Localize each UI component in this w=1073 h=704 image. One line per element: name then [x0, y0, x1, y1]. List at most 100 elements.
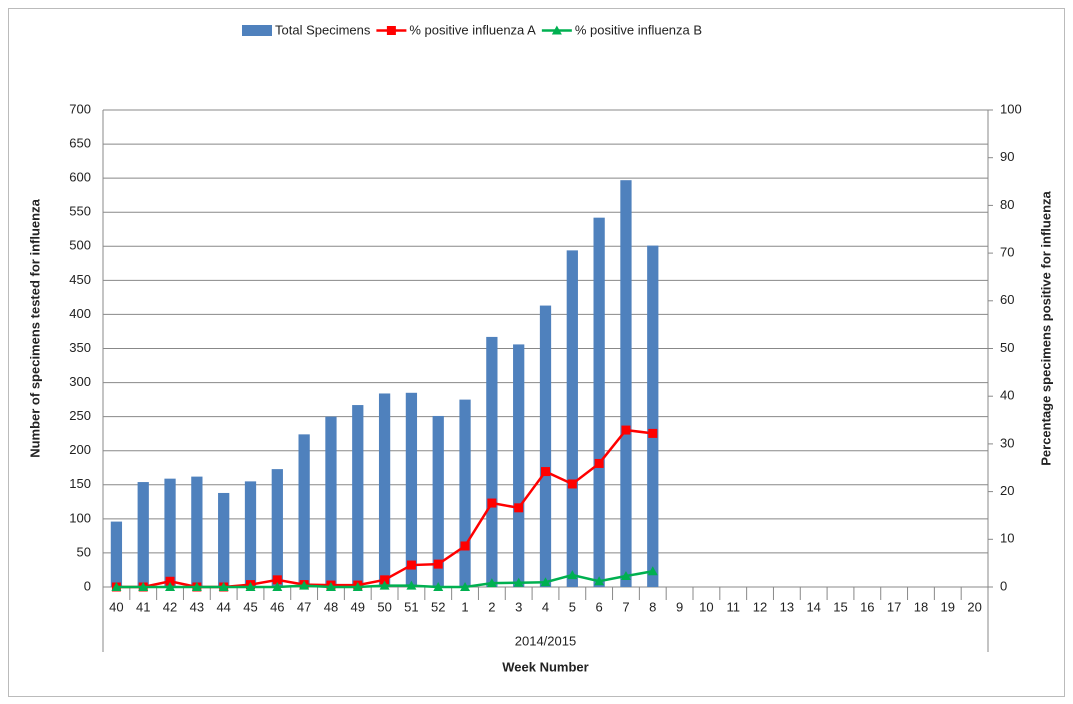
x-tick-label: 13 [780, 599, 794, 614]
legend-marker [386, 26, 396, 35]
bar [352, 405, 364, 587]
marker [406, 580, 417, 590]
marker [272, 575, 282, 585]
x-tick-label: 11 [726, 599, 740, 614]
x-tick-label: 3 [515, 599, 522, 614]
marker [325, 582, 336, 591]
bar [164, 478, 176, 587]
bar [620, 180, 632, 588]
y2-tick-label: 70 [1000, 245, 1014, 260]
x-tick-label: 4 [542, 599, 549, 614]
marker [299, 580, 310, 590]
x-tick-label: 15 [833, 599, 847, 614]
y2-tick-label: 0 [1000, 578, 1007, 593]
y-tick-label: 500 [69, 238, 91, 253]
y-tick-label: 700 [69, 101, 91, 116]
y-tick-label: 550 [69, 204, 91, 219]
bar [110, 521, 123, 587]
bar [325, 416, 337, 587]
x-tick-label: 5 [569, 599, 576, 614]
x-tick-label: 14 [806, 599, 820, 614]
bar [298, 434, 310, 587]
x-tick-label: 48 [324, 599, 338, 614]
y2-tick-label: 10 [1000, 531, 1014, 546]
marker [380, 575, 390, 585]
bar [271, 469, 283, 587]
bar [218, 492, 230, 587]
x-tick-label: 40 [109, 599, 123, 614]
marker [379, 580, 390, 590]
x-tick-label: 43 [190, 599, 204, 614]
x-tick-label: 42 [163, 599, 177, 614]
x-tick-label: 47 [297, 599, 311, 614]
y-tick-label: 650 [69, 136, 91, 151]
marker [620, 571, 631, 581]
bar [244, 481, 257, 587]
x-tick-label: 17 [887, 599, 901, 614]
bar [647, 245, 659, 587]
y2-tick-label: 20 [1000, 483, 1014, 498]
chart-border [8, 8, 1065, 697]
marker [594, 458, 604, 468]
y-tick-label: 0 [84, 578, 91, 593]
x-tick-label: 9 [676, 599, 683, 614]
marker [594, 576, 605, 586]
marker [406, 560, 416, 570]
legend-label: % positive influenza A [409, 22, 536, 37]
y-tick-label: 200 [69, 442, 91, 457]
marker [460, 541, 470, 551]
bar [137, 482, 149, 587]
marker [352, 582, 363, 591]
x-tick-label: 12 [753, 599, 767, 614]
bar [405, 392, 418, 587]
x-tick-label: 6 [596, 599, 603, 614]
x-tick-label: 41 [136, 599, 150, 614]
y2-tick-label: 30 [1000, 435, 1014, 450]
marker [433, 582, 444, 591]
bar [378, 393, 391, 587]
x-tick-label: 51 [404, 599, 418, 614]
y-tick-label: 50 [77, 544, 91, 559]
marker [433, 559, 443, 569]
marker [567, 570, 578, 580]
x-tick-label: 18 [914, 599, 928, 614]
x-tick-label: 7 [622, 599, 629, 614]
marker [621, 425, 631, 435]
bar [593, 217, 605, 587]
marker [165, 576, 175, 586]
y2-tick-label: 100 [1000, 101, 1022, 116]
x-tick-label: 44 [216, 599, 230, 614]
x-tick-label: 52 [431, 599, 445, 614]
marker [541, 467, 550, 477]
legend-marker [551, 25, 562, 35]
x-axis-title: Week Number [502, 659, 588, 674]
y-tick-label: 250 [69, 408, 91, 423]
y2-axis-title: Percentage specimens positive for influe… [1038, 190, 1053, 465]
x-tick-label: 19 [941, 599, 955, 614]
y-tick-label: 150 [69, 476, 91, 491]
marker [138, 582, 149, 591]
legend-label: Total Specimens [275, 22, 371, 37]
bar [566, 250, 578, 588]
legend-label: % positive influenza B [575, 22, 702, 37]
x-tick-label: 46 [270, 599, 284, 614]
y-tick-label: 400 [69, 306, 91, 321]
bar [513, 344, 525, 587]
y-axis-title: Number of specimens tested for influenza [27, 198, 42, 457]
bar [539, 305, 552, 587]
x-tick-label: 10 [699, 599, 713, 614]
y-tick-label: 600 [69, 170, 91, 185]
bar [486, 336, 498, 587]
marker [487, 498, 497, 508]
marker [245, 582, 256, 591]
marker [647, 566, 658, 576]
x-tick-label: 8 [649, 599, 656, 614]
y-tick-label: 450 [69, 272, 91, 287]
y2-tick-label: 90 [1000, 149, 1014, 164]
bar [432, 415, 444, 587]
x-tick-label: 50 [377, 599, 391, 614]
marker [567, 479, 577, 489]
marker [514, 503, 524, 513]
x-tick-label: 49 [351, 599, 365, 614]
y2-tick-label: 80 [1000, 197, 1014, 212]
